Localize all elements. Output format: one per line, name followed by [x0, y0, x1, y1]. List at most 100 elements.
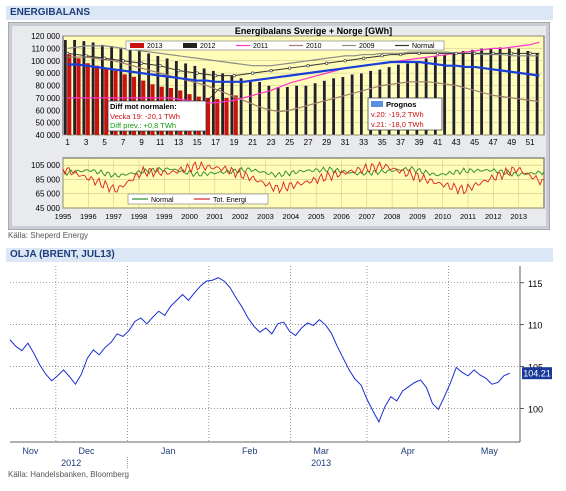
- x-group-label: 2012: [61, 458, 81, 468]
- x-group-label: 2013: [311, 458, 331, 468]
- y-tick-label: 45 000: [36, 204, 61, 213]
- x-tick-label: 2011: [460, 212, 476, 221]
- bar-2012: [63, 39, 68, 136]
- normal-marker: [232, 73, 236, 78]
- bar-2012: [461, 50, 465, 136]
- bar-2012: [248, 80, 253, 136]
- bar-2012: [91, 41, 95, 136]
- x-tick-label: 2006: [333, 212, 350, 221]
- bar-2012: [220, 72, 225, 136]
- x-tick-label: 2005: [308, 212, 325, 221]
- normal-marker: [269, 69, 273, 73]
- normal-marker: [251, 71, 255, 75]
- diff-arrow: [205, 87, 225, 103]
- bar-2012: [82, 40, 86, 136]
- bar-2012: [341, 76, 345, 136]
- bar-2012: [535, 53, 539, 136]
- legend-label: 2011: [253, 43, 268, 50]
- x-tick-label: 17: [211, 138, 220, 147]
- normal-marker: [417, 51, 421, 55]
- normal-marker: [306, 64, 310, 68]
- normal-marker: [121, 59, 125, 63]
- x-tick-label: 9: [139, 138, 144, 147]
- x-tick-label: 31: [341, 138, 350, 147]
- series-line-normal: [62, 165, 545, 178]
- diff-box: [107, 100, 207, 132]
- normal-marker: [473, 51, 477, 55]
- series-line-normal: [67, 52, 540, 77]
- bar-2012: [507, 48, 512, 136]
- bar-2012: [239, 77, 243, 136]
- y-tick-label: 110 000: [32, 44, 61, 53]
- bar-2013: [67, 54, 72, 135]
- y-tick-label: 100 000: [31, 57, 60, 66]
- x-tick-label: 25: [285, 138, 294, 147]
- olja-header: OLJA (BRENT, JUL13): [6, 248, 553, 262]
- normal-marker: [195, 71, 199, 75]
- x-tick-label: 45: [470, 138, 479, 147]
- bar-2012: [498, 46, 502, 136]
- normal-marker: [399, 52, 403, 57]
- normal-marker: [528, 51, 532, 55]
- x-tick-label: Mar: [313, 446, 329, 456]
- bar-2013: [104, 68, 109, 135]
- x-tick-label: 2010: [434, 212, 451, 221]
- x-tick-label: Jan: [161, 446, 176, 456]
- x-tick-label: 1999: [156, 212, 173, 221]
- bar-2012: [322, 80, 327, 136]
- x-tick-label: 41: [433, 138, 442, 147]
- bar-2012: [350, 74, 354, 136]
- x-tick-label: 2013: [510, 212, 527, 221]
- y-tick-label: 90 000: [36, 69, 61, 78]
- bar-2012: [156, 55, 160, 136]
- sublegend-label: Tot. Energi: [213, 197, 247, 204]
- bar-2012: [304, 85, 308, 136]
- bar-2012: [313, 82, 317, 136]
- source-energibalans: Källa: Sheperd Energy: [8, 231, 89, 240]
- y-tick-label: 70 000: [36, 94, 61, 103]
- x-tick-label: 2008: [384, 212, 401, 221]
- y-tick-label: 65 000: [36, 190, 61, 199]
- last-value-tag: [522, 367, 552, 380]
- x-tick-label: 2002: [232, 212, 249, 221]
- diff-line2: Diff prev.: +0,8 TWh: [110, 121, 176, 130]
- bar-2012: [72, 39, 77, 136]
- legend-box: [125, 40, 445, 51]
- bar-2012: [230, 75, 234, 136]
- bar-2012: [165, 58, 169, 136]
- bar-2012: [424, 58, 428, 136]
- x-tick-label: 39: [415, 138, 424, 147]
- normal-marker: [103, 56, 107, 60]
- normal-marker: [510, 51, 514, 55]
- x-tick-label: 21: [248, 138, 257, 147]
- normal-marker: [436, 51, 440, 55]
- x-tick-label: 29: [322, 138, 331, 147]
- diff-line1: Vecka 19: -20,1 TWh: [110, 112, 180, 121]
- series-line-tot-energi: [62, 160, 545, 196]
- y-tick-label: 40 000: [36, 131, 61, 140]
- normal-marker: [66, 51, 70, 55]
- bar-2012: [359, 72, 364, 136]
- y-tick-label: 110: [528, 321, 542, 331]
- legend-swatch: [130, 43, 144, 48]
- y-tick-label: 85 000: [36, 175, 61, 184]
- y-tick-label: 120 000: [31, 32, 60, 41]
- diff-title: Diff mot normalen:: [110, 102, 177, 111]
- legend-label: 2012: [200, 43, 216, 50]
- y-tick-label: 100: [528, 404, 543, 414]
- energibalans-header: ENERGIBALANS: [6, 6, 553, 20]
- normal-marker: [325, 61, 329, 65]
- x-tick-label: 37: [396, 138, 405, 147]
- bar-2012: [452, 51, 456, 136]
- x-tick-label: 2009: [409, 212, 426, 221]
- normal-marker: [158, 64, 162, 68]
- normal-marker: [343, 59, 347, 63]
- x-tick-label: 5: [102, 138, 107, 147]
- bar-2013: [76, 58, 81, 135]
- x-tick-label: 1998: [131, 212, 148, 221]
- prognos-swatch: [371, 101, 383, 107]
- x-tick-label: 19: [230, 138, 239, 147]
- bar-2012: [174, 60, 179, 136]
- normal-marker: [454, 51, 458, 55]
- bar-2013: [233, 95, 238, 135]
